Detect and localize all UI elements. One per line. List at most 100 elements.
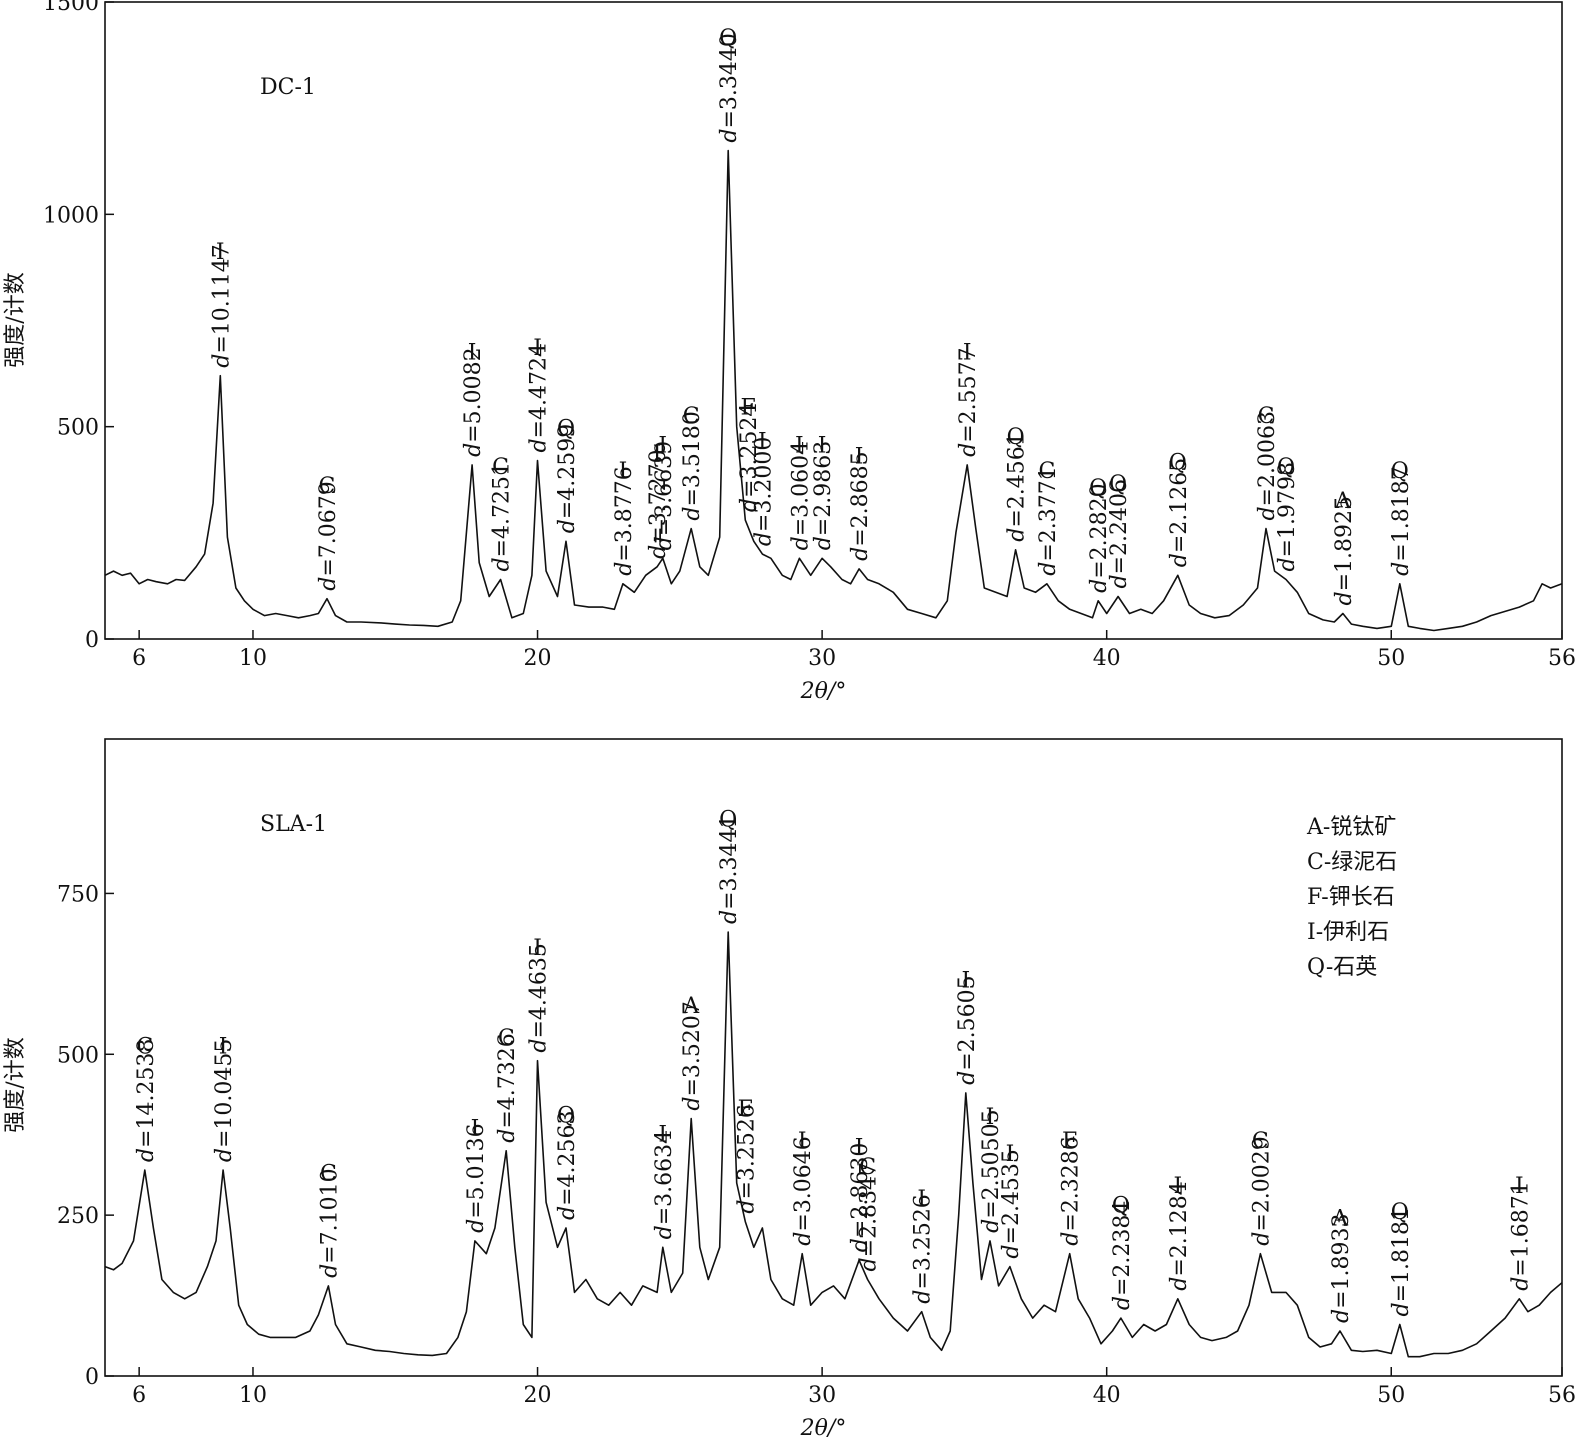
peak-mineral-label: Q	[1089, 476, 1107, 501]
peak-d-label: d=2.4561	[1005, 432, 1030, 542]
peak-d-label: d=2.0063	[1255, 411, 1280, 521]
peak-mineral-label: I	[917, 1187, 926, 1212]
peak-d-label: d=4.7251	[490, 462, 515, 572]
peak-mineral-label: I	[758, 429, 767, 454]
peak-d-label: d=2.2406	[1107, 479, 1132, 589]
peak-d-label: d=14.2538	[134, 1039, 159, 1163]
peak-mineral-label: I	[986, 1105, 995, 1130]
x-tick-label: 30	[808, 646, 836, 671]
peak-mineral-label: Q	[1112, 1193, 1130, 1218]
peak-d-label: d=7.1010	[317, 1168, 342, 1278]
peak-mineral-label: I	[795, 434, 804, 459]
peak-d-label: d=2.1284	[1167, 1181, 1192, 1291]
peak-mineral-label: I	[855, 444, 864, 469]
peak-mineral-label: I	[963, 340, 972, 365]
peak-mineral-label: C	[859, 1155, 876, 1180]
y-tick-label: 1000	[43, 203, 99, 228]
peak-mineral-label: I	[1173, 1174, 1182, 1199]
peak-mineral-label: I	[533, 936, 542, 961]
x-tick-label: 10	[239, 646, 267, 671]
peak-d-label: d=2.5577	[956, 347, 981, 457]
peak-mineral-label: F	[740, 395, 755, 420]
y-tick-label: 1500	[43, 0, 99, 16]
legend-entry: F-钾长石	[1307, 885, 1395, 910]
legend: A-锐钛矿 C-绿泥石 F-钾长石 I-伊利石 Q-石英	[1306, 815, 1397, 980]
peak-d-label: d=1.6871	[1508, 1181, 1533, 1291]
peak-mineral-label: I	[468, 340, 477, 365]
diffraction-line	[104, 149, 1563, 632]
peak-d-label: d=1.9798	[1275, 462, 1300, 572]
x-tick-label: 50	[1377, 1383, 1405, 1408]
x-tick-label: 56	[1548, 646, 1576, 671]
peak-d-label: d=3.5207	[680, 1001, 705, 1111]
y-tick-label: 500	[57, 416, 99, 441]
peak-d-label: d=3.2526	[911, 1194, 936, 1304]
peak-d-label: d=1.8181	[1389, 1207, 1414, 1317]
peak-d-label: d=3.3440	[717, 33, 742, 143]
peak-mineral-label: C	[683, 404, 700, 429]
peak-d-label: d=3.6634	[652, 1130, 677, 1240]
peak-mineral-label: Q	[1391, 459, 1409, 484]
peak-mineral-label: I	[961, 968, 970, 993]
x-tick-label: 30	[808, 1383, 836, 1408]
x-tick-label: 6	[132, 646, 146, 671]
peak-mineral-label: C	[136, 1034, 153, 1059]
peak-d-label: d=2.1265	[1167, 458, 1192, 568]
diffraction-line	[104, 931, 1563, 1358]
peak-mineral-label: I	[855, 1136, 864, 1161]
peak-mineral-label: I	[219, 1034, 228, 1059]
legend-entry: C-绿泥石	[1307, 850, 1397, 875]
peak-d-label: d=2.5605	[955, 975, 980, 1085]
peak-d-label: d=4.2563	[555, 1110, 580, 1220]
peak-d-label: d=4.4724	[527, 343, 552, 453]
peak-mineral-label: I	[798, 1129, 807, 1154]
x-axis-title: 2θ/°	[800, 679, 847, 704]
x-tick-label: 10	[239, 1383, 267, 1408]
peak-d-label: d=4.4635	[527, 943, 552, 1053]
peak-d-label: d=5.0136	[464, 1123, 489, 1233]
sample-label: DC-1	[260, 75, 316, 100]
plot-frame	[104, 738, 1563, 1377]
peak-d-label: d=7.0679	[316, 481, 341, 591]
peak-mineral-label: I	[216, 240, 225, 265]
peak-mineral-label: Q	[1007, 425, 1025, 450]
peak-mineral-label: I	[533, 336, 542, 361]
peak-d-label: d=2.8685	[848, 451, 873, 561]
y-tick-label: 0	[85, 628, 99, 653]
legend-entry: I-伊利石	[1307, 920, 1389, 945]
legend-entry: Q-石英	[1307, 955, 1377, 980]
peak-d-label: d=3.0604	[788, 441, 813, 551]
x-tick-label: 40	[1093, 646, 1121, 671]
peak-mineral-label: I	[653, 442, 662, 467]
peak-d-label: d=4.7326	[495, 1033, 520, 1143]
peak-mineral-label: I	[658, 1123, 667, 1148]
peak-mineral-label: I	[619, 459, 628, 484]
peak-d-label: d=1.8187	[1389, 466, 1414, 576]
peak-mineral-label: Q	[1277, 455, 1295, 480]
sample-label: SLA-1	[260, 812, 327, 837]
peak-d-label: d=2.8347	[857, 1162, 882, 1272]
peak-mineral-label: I	[818, 434, 827, 459]
peak-mineral-label: F	[1062, 1129, 1077, 1154]
peak-d-label: d=1.8933	[1329, 1213, 1354, 1323]
peak-mineral-label: Q	[1391, 1200, 1409, 1225]
peak-d-label: d=2.8630	[848, 1143, 873, 1253]
peak-mineral-label: C	[320, 1161, 337, 1186]
peak-d-label: d=2.0029	[1249, 1136, 1274, 1246]
peak-mineral-label: Q	[557, 417, 575, 442]
peak-d-label: d=3.5180	[680, 411, 705, 521]
y-tick-label: 500	[57, 1043, 99, 1068]
peak-mineral-label: C	[1258, 404, 1275, 429]
peak-mineral-label: Q	[1109, 472, 1127, 497]
peak-d-label: d=3.3441	[717, 814, 742, 924]
legend-entry: A-锐钛矿	[1306, 815, 1396, 840]
peak-d-label: d=3.6639	[652, 441, 677, 551]
peak-d-label: d=3.0646	[791, 1136, 816, 1246]
peak-mineral-label: C	[319, 474, 336, 499]
x-tick-label: 56	[1548, 1383, 1576, 1408]
peak-mineral-label: C	[498, 1026, 515, 1051]
peak-mineral-label: I	[1006, 1142, 1015, 1167]
peak-d-label: d=1.8925	[1332, 496, 1357, 606]
peak-mineral-label: Q	[557, 1103, 575, 1128]
peak-d-label: d=3.2526	[734, 1104, 759, 1214]
